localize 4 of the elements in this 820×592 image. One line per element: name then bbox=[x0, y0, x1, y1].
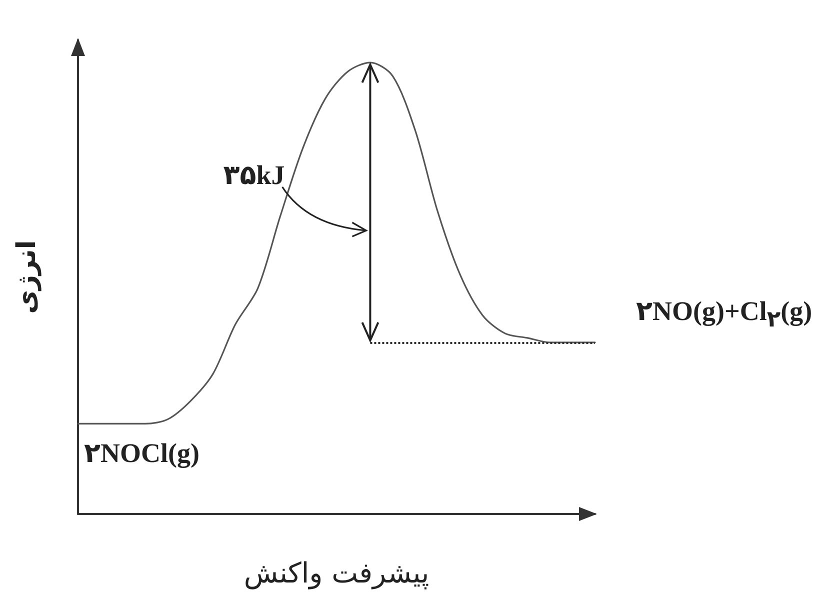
annotation: ۲NOCl(g) bbox=[84, 438, 200, 469]
x-axis-title: پیشرفت واکنش bbox=[244, 556, 430, 590]
annotation: ۳۵kJ bbox=[223, 160, 285, 191]
y-axis-title: انرژی bbox=[12, 240, 42, 314]
